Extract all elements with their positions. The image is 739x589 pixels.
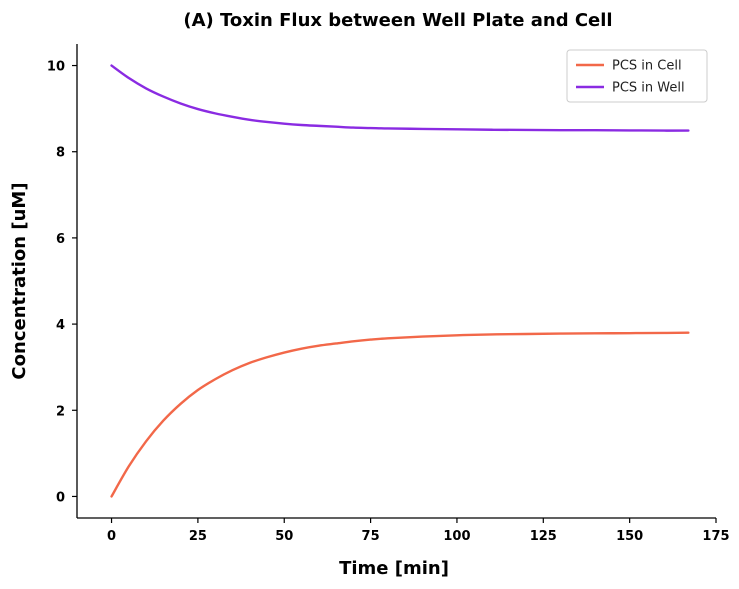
x-tick-label: 25 bbox=[189, 529, 207, 544]
series-line-1 bbox=[110, 64, 690, 132]
y-tick-label: 8 bbox=[56, 146, 65, 161]
y-tick-label: 10 bbox=[47, 60, 65, 75]
y-tick-label: 0 bbox=[56, 490, 65, 505]
x-tick-label: 75 bbox=[362, 529, 380, 544]
legend-label: PCS in Cell bbox=[612, 59, 682, 74]
x-tick-label: 50 bbox=[275, 529, 293, 544]
x-tick-label: 125 bbox=[530, 529, 557, 544]
chart-title: (A) Toxin Flux between Well Plate and Ce… bbox=[183, 10, 612, 31]
legend: PCS in Cell PCS in Well bbox=[566, 49, 708, 103]
y-axis-label: Concentration [uM] bbox=[9, 182, 30, 379]
y-axis-ticks: 0 2 4 6 8 10 bbox=[47, 60, 77, 505]
plot-area bbox=[110, 64, 690, 498]
y-tick-label: 2 bbox=[56, 404, 65, 419]
legend-box bbox=[566, 49, 708, 103]
x-tick-label: 175 bbox=[702, 529, 729, 544]
y-tick-label: 6 bbox=[56, 232, 65, 247]
series-line-0 bbox=[110, 331, 690, 498]
y-tick-label: 4 bbox=[56, 318, 65, 333]
x-axis-ticks: 0 25 50 75 100 125 150 175 bbox=[107, 518, 730, 544]
x-tick-label: 150 bbox=[616, 529, 643, 544]
x-tick-label: 100 bbox=[443, 529, 470, 544]
x-tick-label: 0 bbox=[107, 529, 116, 544]
legend-label: PCS in Well bbox=[612, 81, 685, 96]
x-axis-label: Time [min] bbox=[339, 558, 449, 579]
